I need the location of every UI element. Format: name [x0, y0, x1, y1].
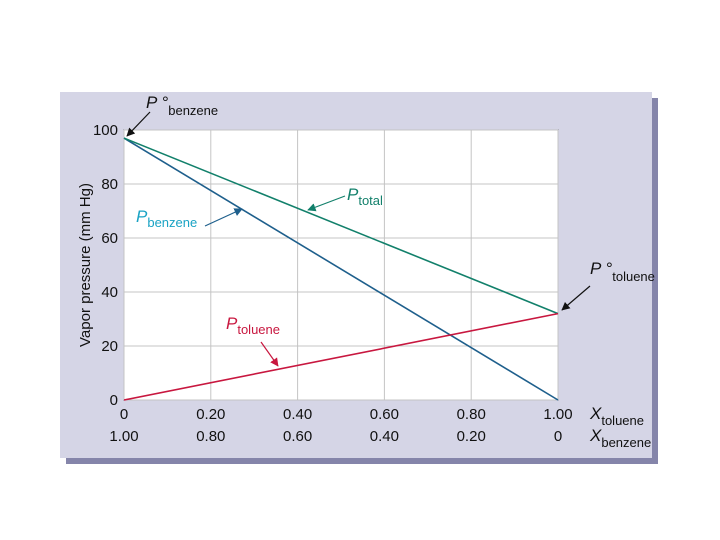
y-axis-label: Vapor pressure (mm Hg) — [77, 183, 94, 347]
annotation-p0-toluene: P °toluene — [590, 259, 655, 284]
x-tick-label-toluene: 0.60 — [370, 406, 399, 423]
y-tick-label: 40 — [101, 284, 118, 301]
series-line-total — [123, 137, 559, 315]
arrow-total-label — [307, 195, 346, 212]
x-tick-label-toluene: 1.00 — [543, 406, 572, 423]
y-axis-ticks: 0 20 40 60 80 100 — [93, 122, 118, 409]
series-line-toluene — [123, 312, 559, 401]
series-label-total: Ptotal — [347, 185, 383, 208]
y-tick-label: 100 — [93, 122, 118, 139]
x-tick-label-benzene: 0.20 — [457, 428, 486, 445]
arrow-benzene-label — [204, 208, 243, 227]
y-tick-label: 20 — [101, 338, 118, 355]
x-tick-label-benzene: 0.80 — [196, 428, 225, 445]
annotation-p0-benzene: P °benzene — [146, 93, 218, 118]
series-lines — [123, 137, 559, 401]
y-tick-label: 60 — [101, 230, 118, 247]
arrow-toluene-label — [260, 341, 279, 367]
grid — [123, 129, 559, 401]
y-tick-label: 80 — [101, 176, 118, 193]
x-tick-label-toluene: 0 — [120, 406, 128, 423]
x-axis-label-toluene: Xtoluene — [589, 404, 644, 428]
x-tick-label-benzene: 1.00 — [109, 428, 138, 445]
x-tick-label-benzene: 0 — [554, 428, 562, 445]
x-tick-label-toluene: 0.20 — [196, 406, 225, 423]
plot-area — [123, 129, 559, 401]
x-tick-label-toluene: 0.40 — [283, 406, 312, 423]
x-tick-label-toluene: 0.80 — [457, 406, 486, 423]
arrow-p0-benzene — [126, 111, 151, 137]
x-axis-ticks: 0 1.00 0.20 0.80 0.40 0.60 0.60 0.40 0.80 0.20 1.0… — [109, 406, 572, 445]
x-axis-label-benzene: Xbenzene — [589, 426, 651, 450]
x-tick-label-benzene: 0.40 — [370, 428, 399, 445]
series-label-benzene: Pbenzene — [136, 207, 197, 230]
x-tick-label-benzene: 0.60 — [283, 428, 312, 445]
series-line-benzene — [123, 137, 559, 401]
series-label-toluene: Ptoluene — [226, 314, 280, 337]
y-tick-label: 0 — [110, 392, 118, 409]
arrow-p0-toluene — [561, 285, 591, 311]
